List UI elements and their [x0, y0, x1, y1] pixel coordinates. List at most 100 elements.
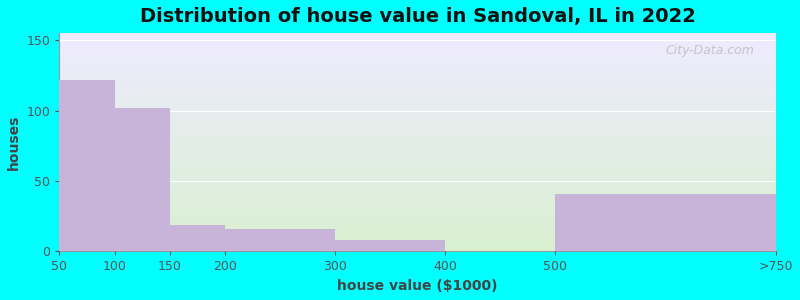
Bar	[59, 158, 776, 159]
Bar	[59, 44, 776, 45]
Bar	[59, 55, 776, 56]
Bar	[59, 203, 776, 205]
Bar	[59, 199, 776, 200]
Bar	[59, 100, 776, 101]
Bar	[59, 34, 776, 35]
Bar	[59, 92, 776, 93]
Bar	[59, 130, 776, 131]
Bar	[59, 231, 776, 232]
Bar	[59, 139, 776, 140]
Bar	[59, 230, 776, 231]
Bar	[59, 163, 776, 164]
Bar	[59, 162, 776, 163]
Bar	[59, 215, 776, 217]
Bar	[59, 80, 776, 81]
Bar	[59, 124, 776, 125]
Bar	[59, 43, 776, 44]
Bar	[59, 62, 776, 64]
Bar	[59, 202, 776, 203]
Bar	[59, 146, 776, 147]
Bar	[59, 105, 776, 106]
Bar	[59, 45, 776, 46]
Bar	[59, 179, 776, 181]
Bar	[59, 174, 776, 175]
Bar	[59, 200, 776, 201]
Bar	[59, 35, 776, 36]
Bar	[59, 107, 776, 108]
Bar	[59, 120, 776, 122]
Bar	[59, 60, 776, 62]
Bar	[59, 67, 776, 68]
Bar	[59, 169, 776, 170]
Bar	[59, 136, 776, 137]
Bar	[59, 70, 776, 71]
Bar	[59, 229, 776, 230]
Bar	[59, 85, 776, 87]
Bar	[59, 66, 776, 67]
Bar	[59, 208, 776, 209]
Bar	[59, 242, 776, 243]
Bar	[59, 198, 776, 199]
Bar	[59, 74, 776, 75]
Bar	[59, 173, 776, 174]
Bar	[59, 248, 776, 249]
Bar	[59, 36, 776, 38]
Bar	[59, 138, 776, 139]
Bar	[59, 142, 776, 143]
Bar	[59, 157, 776, 158]
Bar	[59, 243, 776, 244]
Bar	[59, 104, 776, 105]
Bar	[59, 125, 776, 126]
Bar	[59, 112, 776, 113]
Bar	[59, 159, 776, 160]
Bar	[59, 61, 776, 62]
Bar	[59, 207, 776, 208]
Bar	[59, 110, 776, 111]
Bar	[59, 90, 776, 91]
Bar	[59, 42, 776, 43]
Bar	[59, 135, 776, 136]
Bar	[59, 239, 776, 241]
Bar	[59, 141, 776, 142]
Bar	[59, 227, 776, 229]
Bar	[59, 118, 776, 119]
Bar	[59, 50, 776, 52]
Bar	[59, 140, 776, 141]
Bar	[59, 102, 776, 103]
Bar	[59, 143, 776, 144]
Bar	[59, 222, 776, 223]
Bar	[59, 40, 776, 41]
Bar	[59, 75, 776, 76]
Bar	[59, 154, 776, 155]
Bar	[59, 245, 776, 246]
Bar	[59, 220, 776, 221]
Bar	[59, 176, 776, 177]
Bar	[59, 155, 776, 157]
Bar	[59, 195, 776, 196]
Bar	[59, 160, 776, 161]
Bar	[59, 94, 776, 95]
Bar	[59, 81, 776, 82]
Bar	[59, 212, 776, 213]
Bar	[59, 221, 776, 222]
Title: Distribution of house value in Sandoval, IL in 2022: Distribution of house value in Sandoval,…	[140, 7, 695, 26]
Bar	[59, 115, 776, 116]
Bar	[59, 166, 776, 167]
Bar	[59, 53, 776, 54]
Bar	[59, 106, 776, 107]
Bar	[59, 48, 776, 50]
Bar	[59, 177, 776, 178]
Bar	[59, 187, 776, 188]
Bar	[59, 181, 776, 182]
Bar	[59, 246, 776, 247]
Bar	[59, 233, 776, 234]
Bar	[59, 236, 776, 237]
Bar	[555, 194, 776, 251]
Bar	[59, 89, 776, 90]
Bar	[59, 209, 776, 210]
Bar	[59, 201, 776, 202]
Bar	[59, 183, 776, 184]
Bar	[59, 111, 776, 112]
Bar	[59, 69, 776, 70]
Bar	[59, 79, 776, 80]
